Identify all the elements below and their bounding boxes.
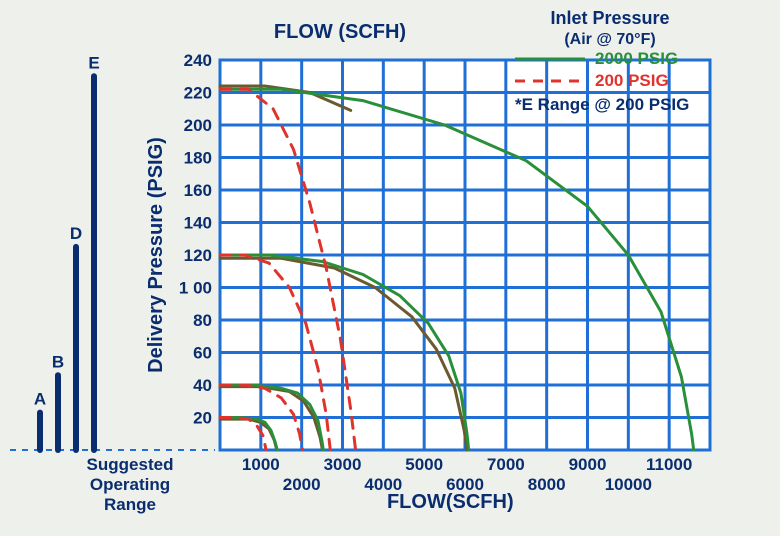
x-tick-label: 10000 bbox=[605, 475, 652, 494]
legend-subtitle: (Air @ 70°F) bbox=[564, 31, 655, 48]
suggested-label: Suggested bbox=[87, 455, 174, 474]
y-tick-label: 200 bbox=[184, 116, 212, 135]
x-tick-label: 8000 bbox=[528, 475, 566, 494]
legend-label: 200 PSIG bbox=[595, 71, 669, 90]
y-tick-label: 240 bbox=[184, 51, 212, 70]
legend-title: Inlet Pressure bbox=[550, 8, 669, 28]
range-bar-label: B bbox=[52, 352, 64, 371]
x-tick-label: 5000 bbox=[405, 455, 443, 474]
x-tick-label: 11000 bbox=[646, 455, 692, 474]
range-bar-label: E bbox=[88, 53, 99, 72]
y-tick-label: 140 bbox=[184, 214, 212, 233]
y-tick-label: 60 bbox=[193, 344, 212, 363]
x-tick-label: 7000 bbox=[487, 455, 525, 474]
suggested-label: Range bbox=[104, 495, 156, 514]
x-title-bottom: FLOW(SCFH) bbox=[387, 491, 514, 513]
y-title: Delivery Pressure (PSIG) bbox=[145, 137, 167, 373]
y-tick-label: 180 bbox=[184, 149, 212, 168]
range-bar-label: A bbox=[34, 390, 46, 409]
x-tick-label: 2000 bbox=[283, 475, 321, 494]
suggested-label: Operating bbox=[90, 475, 170, 494]
legend-note: *E Range @ 200 PSIG bbox=[515, 95, 689, 114]
y-tick-label: 40 bbox=[193, 376, 212, 395]
x-tick-label: 3000 bbox=[324, 455, 362, 474]
y-tick-label: 80 bbox=[193, 311, 212, 330]
y-tick-label: 120 bbox=[184, 246, 212, 265]
y-tick-label: 160 bbox=[184, 181, 212, 200]
y-tick-label: 1 00 bbox=[179, 279, 212, 298]
range-bar-label: D bbox=[70, 224, 82, 243]
y-tick-label: 220 bbox=[184, 84, 212, 103]
legend-label: 2000 PSIG bbox=[595, 49, 678, 68]
flow-chart: 1000200030004000500060007000800090001000… bbox=[0, 0, 780, 536]
x-tick-label: 1000 bbox=[242, 455, 280, 474]
y-tick-label: 20 bbox=[193, 409, 212, 428]
x-title-top: FLOW (SCFH) bbox=[274, 21, 406, 43]
x-tick-label: 9000 bbox=[569, 455, 607, 474]
